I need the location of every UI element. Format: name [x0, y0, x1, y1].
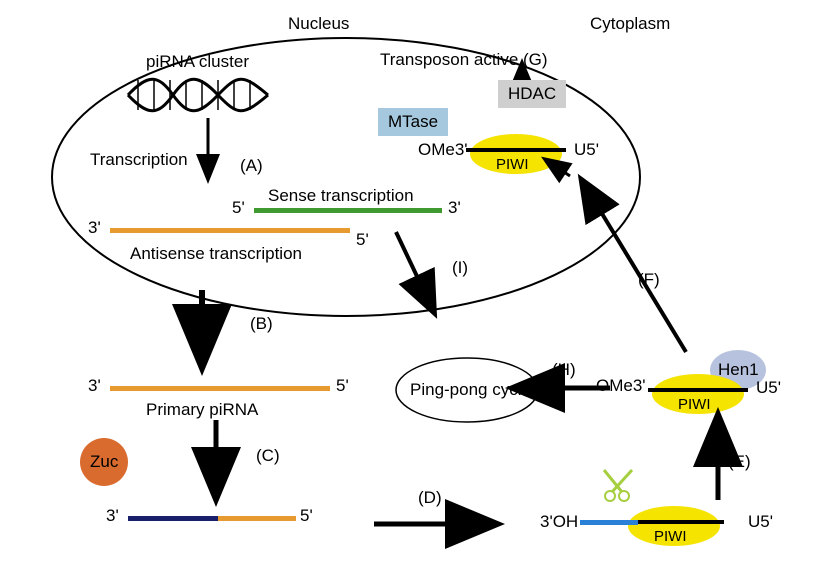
arrow-D-label: (D): [418, 488, 442, 508]
hdac-box: HDAC: [498, 80, 566, 108]
pirna-cluster-label: piRNA cluster: [146, 52, 249, 72]
piwi-mid-u5: U5': [756, 378, 781, 398]
proc-5: 5': [300, 506, 313, 526]
arrow-F-tip: [546, 160, 570, 176]
diagram-root: { "canvas": { "w": 816, "h": 576, "bg": …: [0, 0, 816, 576]
primary-pirna-label: Primary piRNA: [146, 400, 258, 420]
zuc-label: Zuc: [90, 452, 118, 472]
piwi-bottom-piwi-label: PIWI: [654, 528, 687, 545]
transcription-label: Transcription: [90, 150, 188, 170]
piwi-top-u5: U5': [574, 140, 599, 160]
arrow-F-label: (F): [638, 270, 660, 290]
piwi-bottom-u5: U5': [748, 512, 773, 532]
nucleus-label: Nucleus: [288, 14, 349, 34]
arrow-E-label: (E): [728, 452, 751, 472]
svg-overlay: [0, 0, 816, 576]
piwi-mid-piwi-label: PIWI: [678, 396, 711, 413]
sense-5: 5': [232, 198, 245, 218]
arrow-I: [396, 232, 432, 308]
piwi-top-piwi-label: PIWI: [496, 156, 529, 173]
arrow-F: [584, 184, 686, 352]
primary-3: 3': [88, 376, 101, 396]
mtase-box: MTase: [378, 108, 448, 136]
proc-3: 3': [106, 506, 119, 526]
primary-strand: [110, 386, 330, 391]
antisense-label: Antisense transcription: [130, 244, 302, 264]
sense-3: 3': [448, 198, 461, 218]
cytoplasm-label: Cytoplasm: [590, 14, 670, 34]
piwi-top-ome3: OMe3': [418, 140, 468, 160]
sense-strand: [254, 208, 442, 213]
piwi-bottom-oh3: 3'OH: [540, 512, 578, 532]
arrow-H-label: (H): [552, 360, 576, 380]
antisense-3: 3': [88, 218, 101, 238]
bottom-blue-strand: [580, 520, 638, 525]
piwi-mid-ome3: OMe3': [596, 376, 646, 396]
step-A: (A): [240, 156, 263, 176]
pingpong-label: Ping-pong cycle: [410, 380, 531, 400]
dna-helix-icon: [128, 79, 268, 111]
transposon-label: Transposon active (G): [380, 50, 548, 70]
hen1-label: Hen1: [718, 360, 759, 380]
proc-orange-strand: [218, 516, 296, 521]
arrow-C-label: (C): [256, 446, 280, 466]
antisense-5: 5': [356, 230, 369, 250]
primary-5: 5': [336, 376, 349, 396]
sense-label: Sense transcription: [268, 186, 414, 206]
arrow-B-label: (B): [250, 314, 273, 334]
proc-navy-strand: [128, 516, 218, 521]
arrow-I-label: (I): [452, 258, 468, 278]
scissor-icon: [604, 470, 632, 501]
antisense-strand: [110, 228, 350, 233]
